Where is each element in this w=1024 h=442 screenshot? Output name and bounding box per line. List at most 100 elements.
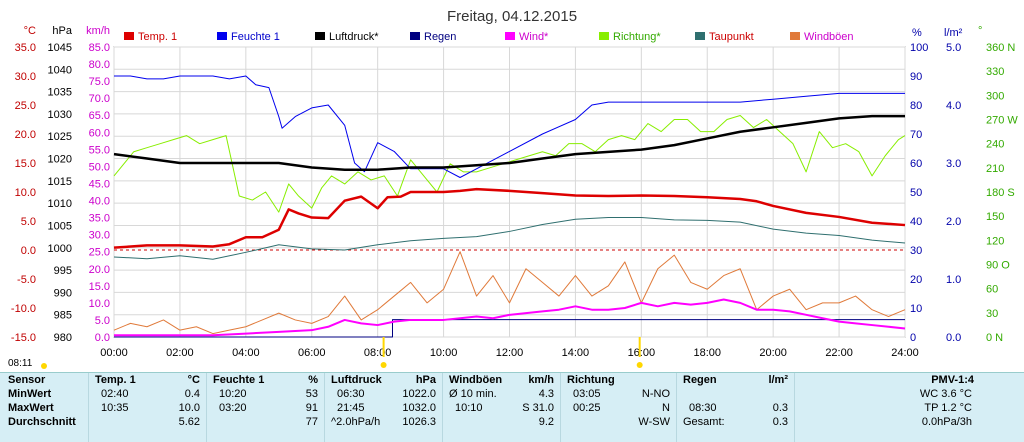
weather-chart: 35.0 30.0 25.0 20.0 15.0 10.0 5.0 0.0 -5.0 -10.0 -… [11,8,1018,369]
gust-stats-title: Windböen [449,374,503,386]
rain-total-label: Gesamt: [683,416,725,428]
temp-axis-tick-label: 15.0 [15,158,36,170]
series-wind-line [114,298,906,337]
rain-stats-title: Regen [683,374,717,386]
temp-axis-tick-label: 0.0 [21,245,36,257]
legend-swatch [124,32,134,40]
temp-axis-tick-label: -15.0 [11,332,36,344]
pressure-stats-column: Luftdruck hPa 06:30 1022.0 21:45 1032.0 ^2.… [324,373,442,442]
legend-swatch [217,32,227,40]
kmh-axis-tick-label: 80.0 [89,59,110,71]
kmh-axis-tick-label: 55.0 [89,144,110,156]
pct-axis-tick-label: 100 [910,42,928,54]
gust-max-time: 10:10 [455,402,483,414]
legend-swatch [599,32,609,40]
dir-axis-tick-label: 90 O [986,260,1010,272]
temp-axis-tick-label: 35.0 [15,42,36,54]
direction-stats-column: Richtung 03:05 N-NO 00:25 N W-SW [560,373,676,442]
gust-max-value: S 31.0 [522,402,554,414]
dir-axis-tick-label: 0 N [986,332,1003,344]
pct-axis-tick-label: 70 [910,129,922,141]
pmv-stats-column: PMV-1:4 WC 3.6 °C TP 1.2 °C 0.0hPa/3h [794,373,1024,442]
hpa-axis-tick-label: 990 [54,287,72,299]
series-taupunkt-line [113,217,906,260]
temp-axis-tick-label: 25.0 [15,100,36,112]
pressure-stats-title: Luftdruck [331,374,382,386]
pct-axis-tick-label: 80 [910,100,922,112]
direction-min-time: 03:05 [573,388,601,400]
legend-label: Luftdruck* [329,31,379,43]
hpa-axis-tick-label: 1030 [48,109,72,121]
hpa-axis-tick-label: 1005 [48,220,72,232]
rain-axis-tick-label: 5.0 [946,42,961,54]
series-temp-1-line [113,187,906,249]
x-tick-label: 20:00 [759,347,787,359]
pressure-max-value: 1032.0 [402,402,436,414]
legend-label: Regen [424,31,456,43]
kmh-axis-tick-label: 45.0 [89,178,110,190]
gust-avg10-value: 4.3 [538,388,554,400]
dir-axis-tick-label: 330 [986,66,1004,78]
kmh-axis-tick-label: 5.0 [95,315,110,327]
direction-stats-title: Richtung [567,374,615,386]
humidity-average: 77 [305,416,318,428]
pmv-dewpoint: TP 1.2 °C [924,402,972,414]
humidity-stats-title: Feuchte 1 [213,374,265,386]
pct-axis-tick-label: 60 [910,158,922,170]
pct-axis-tick-label: 40 [910,216,922,228]
x-tick-label: 14:00 [562,347,590,359]
legend-swatch [505,32,515,40]
hpa-axis-tick-label: 1015 [48,176,72,188]
temp-max-time: 10:35 [101,402,129,414]
rain-unit-label: l/m² [944,27,963,39]
hpa-axis-tick-label: 1035 [48,87,72,99]
direction-min-value: N-NO [641,388,670,400]
pct-axis-tick-label: 50 [910,187,922,199]
dir-axis-tick-label: 300 [986,90,1004,102]
series-windb-en-line [113,251,906,335]
rain-total-value: 0.3 [772,416,788,428]
hpa-axis-tick-label: 1010 [48,198,72,210]
rain-axis-tick-label: 1.0 [946,274,961,286]
hpa-axis-tick-label: 1040 [48,64,72,76]
hpa-axis-tick-label: 995 [54,265,72,277]
sunset-marker [636,362,643,368]
temp-stats-column: Temp. 1 °C 02:40 0.4 10:35 10.0 5.62 [88,373,206,442]
temp-min-time: 02:40 [101,388,129,400]
dir-unit-label: ° [978,25,982,37]
x-tick-label: 24:00 [891,347,919,359]
pressure-max-time: 21:45 [337,402,365,414]
x-tick-label: 06:00 [298,347,326,359]
x-tick-label: 04:00 [232,347,260,359]
temp-max-value: 10.0 [178,402,200,414]
dir-axis-tick-label: 210 [986,163,1004,175]
pct-axis-tick-label: 30 [910,245,922,257]
hpa-axis-tick-label: 985 [54,310,72,322]
rain-axis-tick-label: 3.0 [946,158,961,170]
temp-stats-unit: °C [187,374,200,386]
rain-stats-unit: l/m² [768,374,788,386]
gust-avg10-label: Ø 10 min. [449,388,497,400]
series-feuchte-1-line [114,75,905,178]
x-tick-label: 02:00 [166,347,194,359]
legend-label: Richtung* [613,31,661,43]
kmh-axis-tick-label: 50.0 [89,161,110,173]
pct-unit-label: % [912,27,922,39]
dir-axis-tick-label: 150 [986,211,1004,223]
humidity-min-value: 53 [305,388,318,400]
kmh-axis-tick-label: 70.0 [89,93,110,105]
temp-stats-title: Temp. 1 [95,374,136,386]
temp-axis-tick-label: -5.0 [17,274,36,286]
kmh-axis-unit-label: km/h [86,25,110,37]
humidity-stats-column: Feuchte 1% 10:20 53 03:20 91 77 [206,373,324,442]
dir-axis-tick-label: 30 [986,308,998,320]
pressure-trend: ^2.0hPa/h [331,416,381,428]
pmv-pressure-trend: 0.0hPa/3h [921,416,972,428]
kmh-axis-tick-label: 60.0 [89,127,110,139]
kmh-axis-tick-label: 0.0 [95,332,110,344]
x-tick-label: 00:00 [100,347,128,359]
statistics-table: Sensor MinWert MaxWert Durchschnitt Temp… [0,372,1024,442]
row-label-max: MaxWert [8,402,54,414]
legend-label: Wind* [519,31,549,43]
kmh-axis-tick-label: 85.0 [89,42,110,54]
